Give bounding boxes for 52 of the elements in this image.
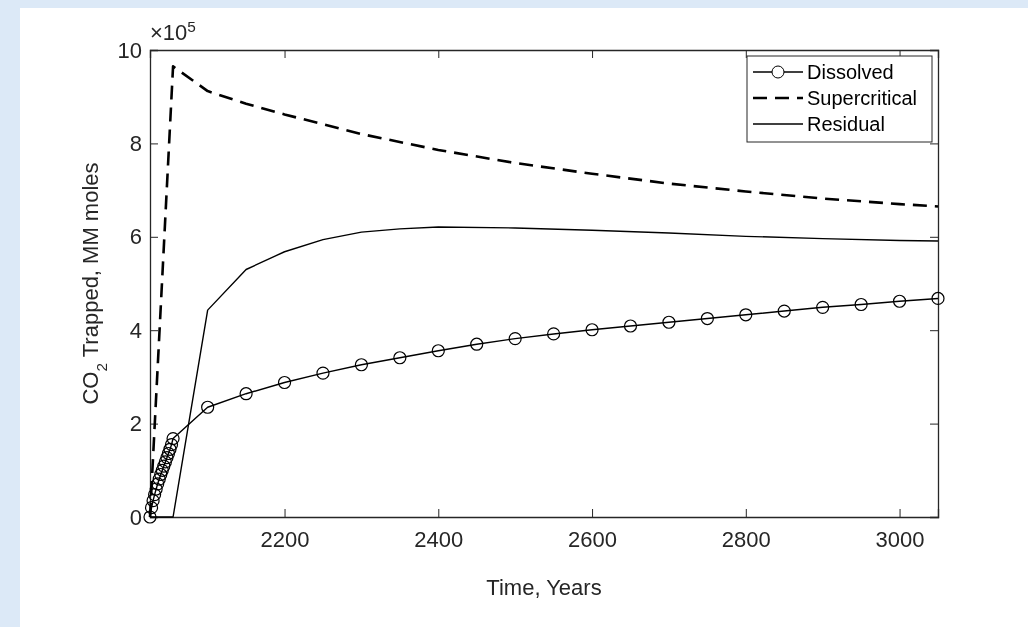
x-tick-label: 2400 <box>414 526 464 552</box>
point <box>164 438 179 452</box>
y-tick-label: 4 <box>129 317 142 343</box>
point <box>239 387 253 401</box>
point <box>161 446 176 461</box>
point <box>393 351 407 365</box>
point <box>158 455 172 469</box>
legend-label: Residual <box>807 113 885 135</box>
point <box>316 366 330 380</box>
point <box>163 442 177 456</box>
point <box>662 315 676 329</box>
point <box>892 294 907 308</box>
x-tick-label: 2600 <box>568 526 618 552</box>
point <box>816 300 830 314</box>
point <box>854 297 868 312</box>
point <box>146 494 160 508</box>
point <box>155 463 169 477</box>
x-tick-label: 2800 <box>721 526 771 552</box>
point <box>470 337 484 351</box>
point <box>144 501 159 515</box>
point <box>547 327 561 341</box>
point <box>739 308 753 322</box>
point <box>585 323 599 337</box>
point <box>152 472 166 486</box>
point <box>431 344 445 358</box>
y-tick-label: 0 <box>129 504 142 530</box>
x-axis-title: Time, Years <box>486 575 602 600</box>
legend-label: Dissolved <box>807 61 894 83</box>
point <box>166 431 180 446</box>
y-tick-label: 10 <box>117 37 142 63</box>
point <box>777 304 791 318</box>
x-tick-label: 2200 <box>260 526 310 552</box>
point <box>143 510 157 524</box>
y-tick-label: 8 <box>129 130 142 156</box>
point <box>700 311 714 326</box>
x-tick-label: 3000 <box>875 526 925 552</box>
point <box>508 332 522 346</box>
point <box>151 477 165 491</box>
point <box>154 467 168 482</box>
y-tick-label: 6 <box>129 224 142 250</box>
legend-label: Supercritical <box>807 87 918 109</box>
point <box>354 358 369 372</box>
point <box>201 400 215 414</box>
point <box>931 291 945 306</box>
point <box>277 375 292 390</box>
point <box>149 482 163 496</box>
point <box>623 319 638 333</box>
y-tick-label: 2 <box>129 411 142 437</box>
point <box>157 459 171 473</box>
point <box>148 487 162 502</box>
point <box>160 451 174 465</box>
text: ×10$^{5}$ <box>150 17 196 45</box>
